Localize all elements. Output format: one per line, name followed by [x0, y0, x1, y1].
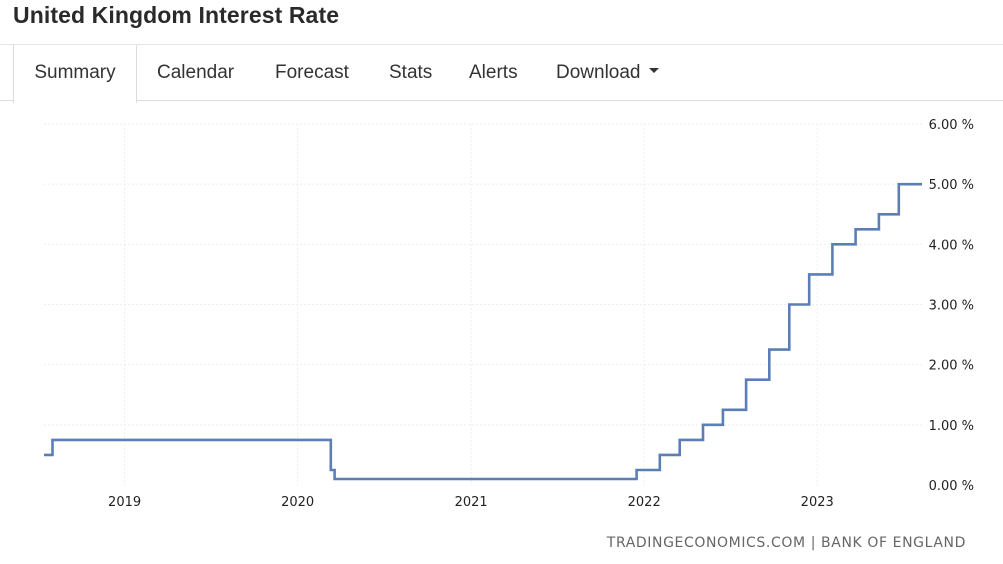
tab-summary-label: Summary — [34, 62, 116, 83]
x-tick-label: 2023 — [801, 495, 834, 510]
y-tick-label: 0.00 % — [929, 479, 974, 494]
y-axis-ticks: 6.00 % 5.00 % 4.00 % 3.00 % 2.00 % 1.00 % 0.00… — [929, 118, 974, 494]
rate-series-line — [44, 182, 922, 481]
x-tick-label: 2022 — [628, 495, 661, 510]
y-tick-label: 4.00 % — [929, 238, 974, 253]
tab-download[interactable]: Download — [556, 45, 659, 102]
x-tick-label: 2019 — [108, 495, 141, 510]
y-tick-label: 6.00 % — [929, 118, 974, 133]
x-tick-label: 2021 — [455, 495, 488, 510]
tab-forecast[interactable]: Forecast — [275, 45, 349, 102]
tab-calendar-label: Calendar — [157, 62, 235, 83]
page-title: United Kingdom Interest Rate — [13, 2, 340, 28]
x-tick-label: 2020 — [281, 495, 314, 510]
source-credit: TRADINGECONOMICS.COM | BANK OF ENGLAND — [606, 535, 966, 551]
tab-summary[interactable]: Summary — [13, 45, 137, 103]
y-tick-label: 5.00 % — [929, 178, 974, 193]
grid — [44, 123, 922, 485]
series — [43, 182, 922, 481]
tab-calendar[interactable]: Calendar — [157, 45, 234, 102]
tab-alerts-label: Alerts — [469, 62, 518, 83]
tab-alerts[interactable]: Alerts — [469, 45, 518, 102]
y-tick-label: 1.00 % — [929, 419, 974, 434]
tab-bar: Summary Calendar Forecast Stats Alerts D… — [0, 44, 1003, 103]
tab-download-label: Download — [556, 62, 641, 83]
y-tick-label: 2.00 % — [929, 359, 974, 374]
caret-down-icon — [648, 68, 659, 74]
tab-forecast-label: Forecast — [275, 62, 349, 83]
tab-stats-label: Stats — [389, 62, 433, 83]
y-tick-label: 3.00 % — [929, 299, 974, 314]
x-axis-ticks: 2019 2020 2021 2022 2023 — [108, 495, 834, 510]
tab-stats[interactable]: Stats — [389, 45, 432, 102]
